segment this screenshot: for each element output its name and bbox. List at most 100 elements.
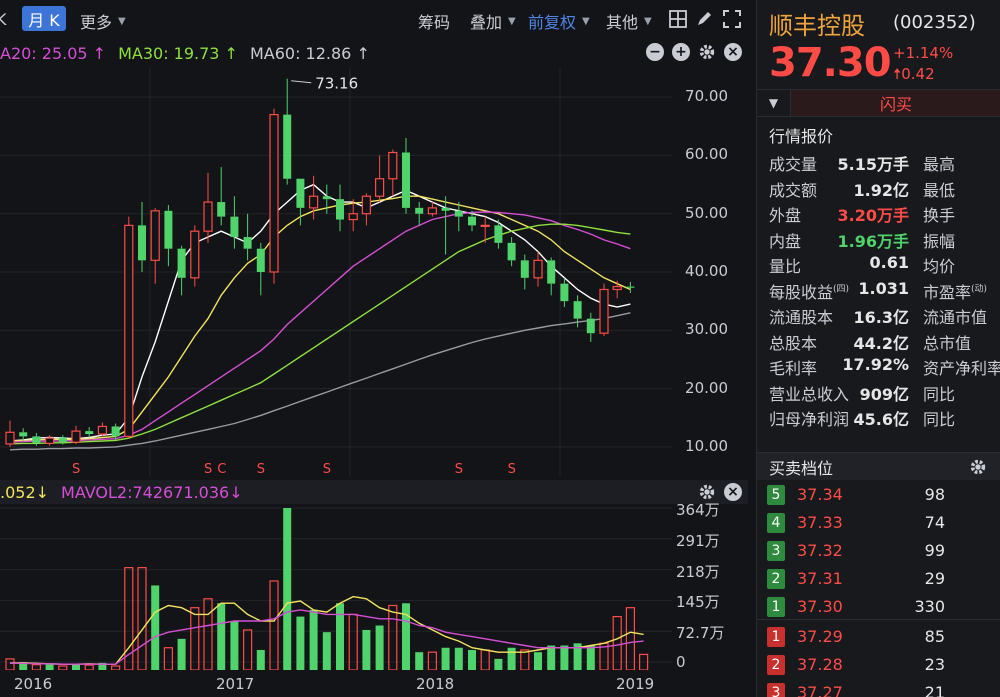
candle[interactable] bbox=[336, 184, 344, 232]
candle[interactable] bbox=[547, 257, 556, 296]
candle[interactable] bbox=[217, 167, 226, 226]
gear-icon[interactable] bbox=[698, 43, 716, 61]
candle[interactable] bbox=[402, 137, 410, 214]
close-icon[interactable]: × bbox=[724, 483, 742, 501]
candle[interactable] bbox=[586, 312, 595, 342]
quote-label-text: 流通股本 bbox=[769, 308, 834, 327]
candle-body bbox=[269, 114, 279, 273]
quote-right-label-text: 最低 bbox=[923, 180, 956, 200]
candle[interactable] bbox=[283, 78, 292, 185]
level-badge: 1 bbox=[767, 627, 785, 647]
zoom-out-icon[interactable]: − bbox=[646, 43, 664, 61]
candle[interactable] bbox=[468, 210, 476, 232]
price-adjust-dropdown[interactable]: 前复权 ▼ bbox=[528, 9, 590, 33]
candle[interactable] bbox=[309, 175, 319, 220]
ask-row[interactable]: 2 37.31 29 bbox=[757, 565, 1000, 593]
candle[interactable] bbox=[507, 237, 516, 267]
grid-layout-icon[interactable] bbox=[668, 9, 688, 29]
ask-row[interactable]: 3 37.32 99 bbox=[757, 537, 1000, 565]
candle[interactable] bbox=[164, 204, 173, 267]
double-chevron-down-icon[interactable]: ▼ bbox=[757, 90, 791, 116]
candle[interactable] bbox=[71, 425, 81, 444]
candle[interactable] bbox=[32, 432, 41, 446]
candle[interactable] bbox=[388, 149, 398, 197]
candle-body bbox=[468, 216, 476, 226]
candle[interactable] bbox=[58, 435, 67, 445]
candle[interactable] bbox=[44, 435, 55, 446]
candle[interactable] bbox=[85, 427, 94, 438]
candle[interactable] bbox=[494, 219, 503, 249]
candle[interactable] bbox=[97, 422, 108, 437]
candle[interactable] bbox=[19, 428, 28, 442]
other-dropdown[interactable]: 其他 ▼ bbox=[606, 9, 652, 33]
candle[interactable] bbox=[177, 245, 186, 296]
candle[interactable] bbox=[124, 216, 134, 439]
candle[interactable] bbox=[190, 225, 200, 287]
quote-label: 归母净利润 bbox=[769, 406, 849, 430]
volume-chart[interactable] bbox=[0, 504, 672, 670]
candle[interactable] bbox=[111, 423, 120, 440]
quote-right-label-text: 市盈率 bbox=[923, 282, 972, 302]
candle[interactable] bbox=[322, 184, 331, 214]
candle[interactable] bbox=[599, 283, 609, 337]
chip-distribution-button[interactable]: 筹码 bbox=[418, 13, 451, 32]
candle-body bbox=[533, 259, 543, 279]
level-price: 37.34 bbox=[797, 485, 843, 504]
period-month-k-tab[interactable]: 月 K bbox=[22, 6, 66, 31]
bid-row[interactable]: 1 37.29 85 bbox=[757, 623, 1000, 651]
candle[interactable] bbox=[626, 281, 635, 293]
ask-row[interactable]: 5 37.34 98 bbox=[757, 481, 1000, 509]
gear-icon[interactable] bbox=[969, 458, 987, 476]
candle[interactable] bbox=[138, 202, 146, 272]
quote-right-label-text: 同比 bbox=[923, 410, 956, 429]
candle[interactable] bbox=[375, 155, 385, 203]
candle[interactable] bbox=[612, 280, 622, 299]
candle[interactable] bbox=[269, 108, 279, 284]
candle-body bbox=[32, 436, 41, 444]
ask-row[interactable]: 1 37.30 330 bbox=[757, 593, 1000, 621]
flash-buy-button[interactable]: 闪买 bbox=[791, 90, 1000, 116]
candle-body bbox=[150, 210, 160, 261]
ask-row[interactable]: 4 37.33 74 bbox=[757, 509, 1000, 537]
candle-body bbox=[19, 432, 28, 437]
level-volume: 23 bbox=[924, 655, 945, 674]
candle-body bbox=[124, 224, 134, 437]
arrow-up-icon: 🠅 bbox=[893, 65, 902, 83]
candle[interactable] bbox=[573, 295, 582, 328]
candle[interactable] bbox=[361, 193, 371, 226]
candle[interactable] bbox=[560, 277, 569, 307]
candle[interactable] bbox=[150, 207, 160, 284]
zoom-in-icon[interactable]: + bbox=[672, 43, 690, 61]
candle[interactable] bbox=[533, 251, 543, 287]
candle[interactable] bbox=[230, 196, 239, 249]
candle[interactable] bbox=[243, 213, 252, 261]
candle[interactable] bbox=[348, 199, 358, 232]
draw-pen-icon[interactable] bbox=[694, 9, 714, 29]
more-periods-dropdown[interactable]: 更多 ▼ bbox=[80, 9, 126, 33]
candle[interactable] bbox=[203, 172, 213, 243]
level-badge: 5 bbox=[767, 485, 785, 505]
candle[interactable] bbox=[454, 202, 463, 232]
candle-body bbox=[71, 430, 81, 443]
bid-row[interactable]: 2 37.28 23 bbox=[757, 651, 1000, 679]
candle[interactable] bbox=[480, 216, 490, 243]
candle[interactable] bbox=[520, 254, 529, 290]
gear-icon[interactable] bbox=[698, 483, 716, 501]
overlay-dropdown[interactable]: 叠加 ▼ bbox=[470, 9, 516, 33]
candle[interactable] bbox=[441, 196, 450, 255]
candle[interactable] bbox=[5, 420, 15, 447]
period-k-tab[interactable]: K bbox=[0, 10, 7, 29]
candle[interactable] bbox=[256, 242, 265, 296]
fullscreen-icon[interactable] bbox=[722, 9, 742, 29]
candle[interactable] bbox=[296, 178, 305, 226]
price-tick-label: 40.00 bbox=[685, 262, 728, 280]
bid-row[interactable]: 3 37.27 21 bbox=[757, 679, 1000, 697]
level-volume: 74 bbox=[924, 513, 945, 532]
candle[interactable] bbox=[427, 202, 437, 217]
candle-body bbox=[348, 213, 358, 221]
volume-tick-label: 291万 bbox=[676, 531, 720, 550]
chevron-down-icon: ▼ bbox=[118, 15, 126, 27]
candle[interactable] bbox=[415, 202, 424, 226]
close-icon[interactable]: × bbox=[724, 43, 742, 61]
